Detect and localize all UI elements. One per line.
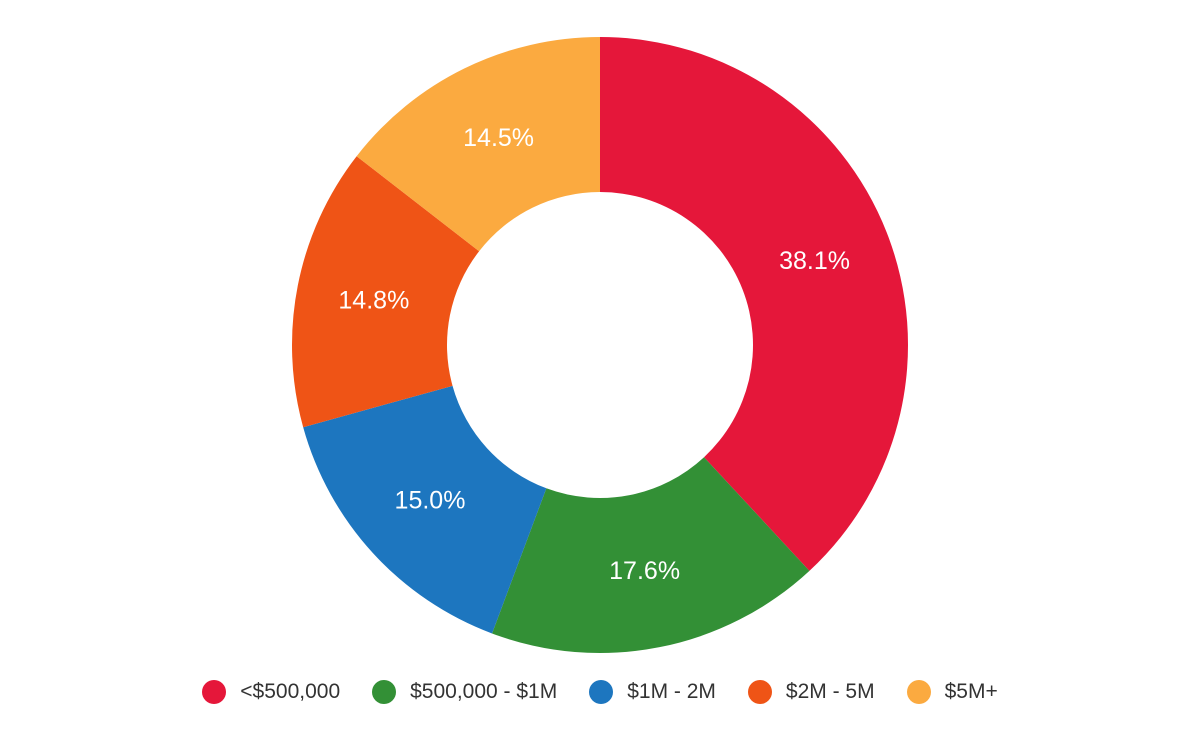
slices-group [291, 36, 909, 653]
legend-item[interactable]: $1M - 2M [589, 680, 716, 704]
legend-item[interactable]: $5M+ [906, 680, 998, 704]
slice-labels-group: 38.1% 17.6% 15.0% 14.8% 14.5% [338, 124, 850, 585]
slice-value-label: 15.0% [395, 487, 466, 515]
slice-value-label: 38.1% [779, 247, 850, 275]
donut-slice[interactable] [356, 36, 600, 252]
slice-value-label: 14.8% [338, 286, 409, 314]
legend-swatch [589, 680, 614, 704]
legend: <$500,000 $500,000 - $1M $1M - 2M $2M - 5M $… [0, 672, 1200, 712]
donut-slice[interactable] [600, 37, 909, 571]
legend-item[interactable]: <$500,000 [202, 680, 340, 704]
legend-label: <$500,000 [240, 680, 341, 703]
legend-label: $500,000 - $1M [410, 680, 558, 703]
legend-swatch [747, 680, 772, 704]
legend-swatch [906, 680, 931, 704]
legend-swatch [372, 680, 397, 704]
legend-label: $5M+ [944, 680, 998, 703]
donut-slice[interactable] [303, 385, 547, 634]
donut-slice[interactable] [492, 457, 810, 653]
slice-value-label: 14.5% [463, 124, 534, 152]
legend-label: $2M - 5M [785, 680, 875, 703]
slice-value-label: 17.6% [609, 557, 680, 585]
legend-item[interactable]: $500,000 - $1M [372, 680, 557, 704]
legend-item[interactable]: $2M - 5M [747, 680, 875, 704]
legend-swatch [202, 680, 227, 704]
donut-chart: 38.1% 17.6% 15.0% 14.8% 14.5% [291, 36, 909, 653]
legend-label: $1M - 2M [627, 680, 716, 703]
donut-slice[interactable] [291, 156, 480, 428]
